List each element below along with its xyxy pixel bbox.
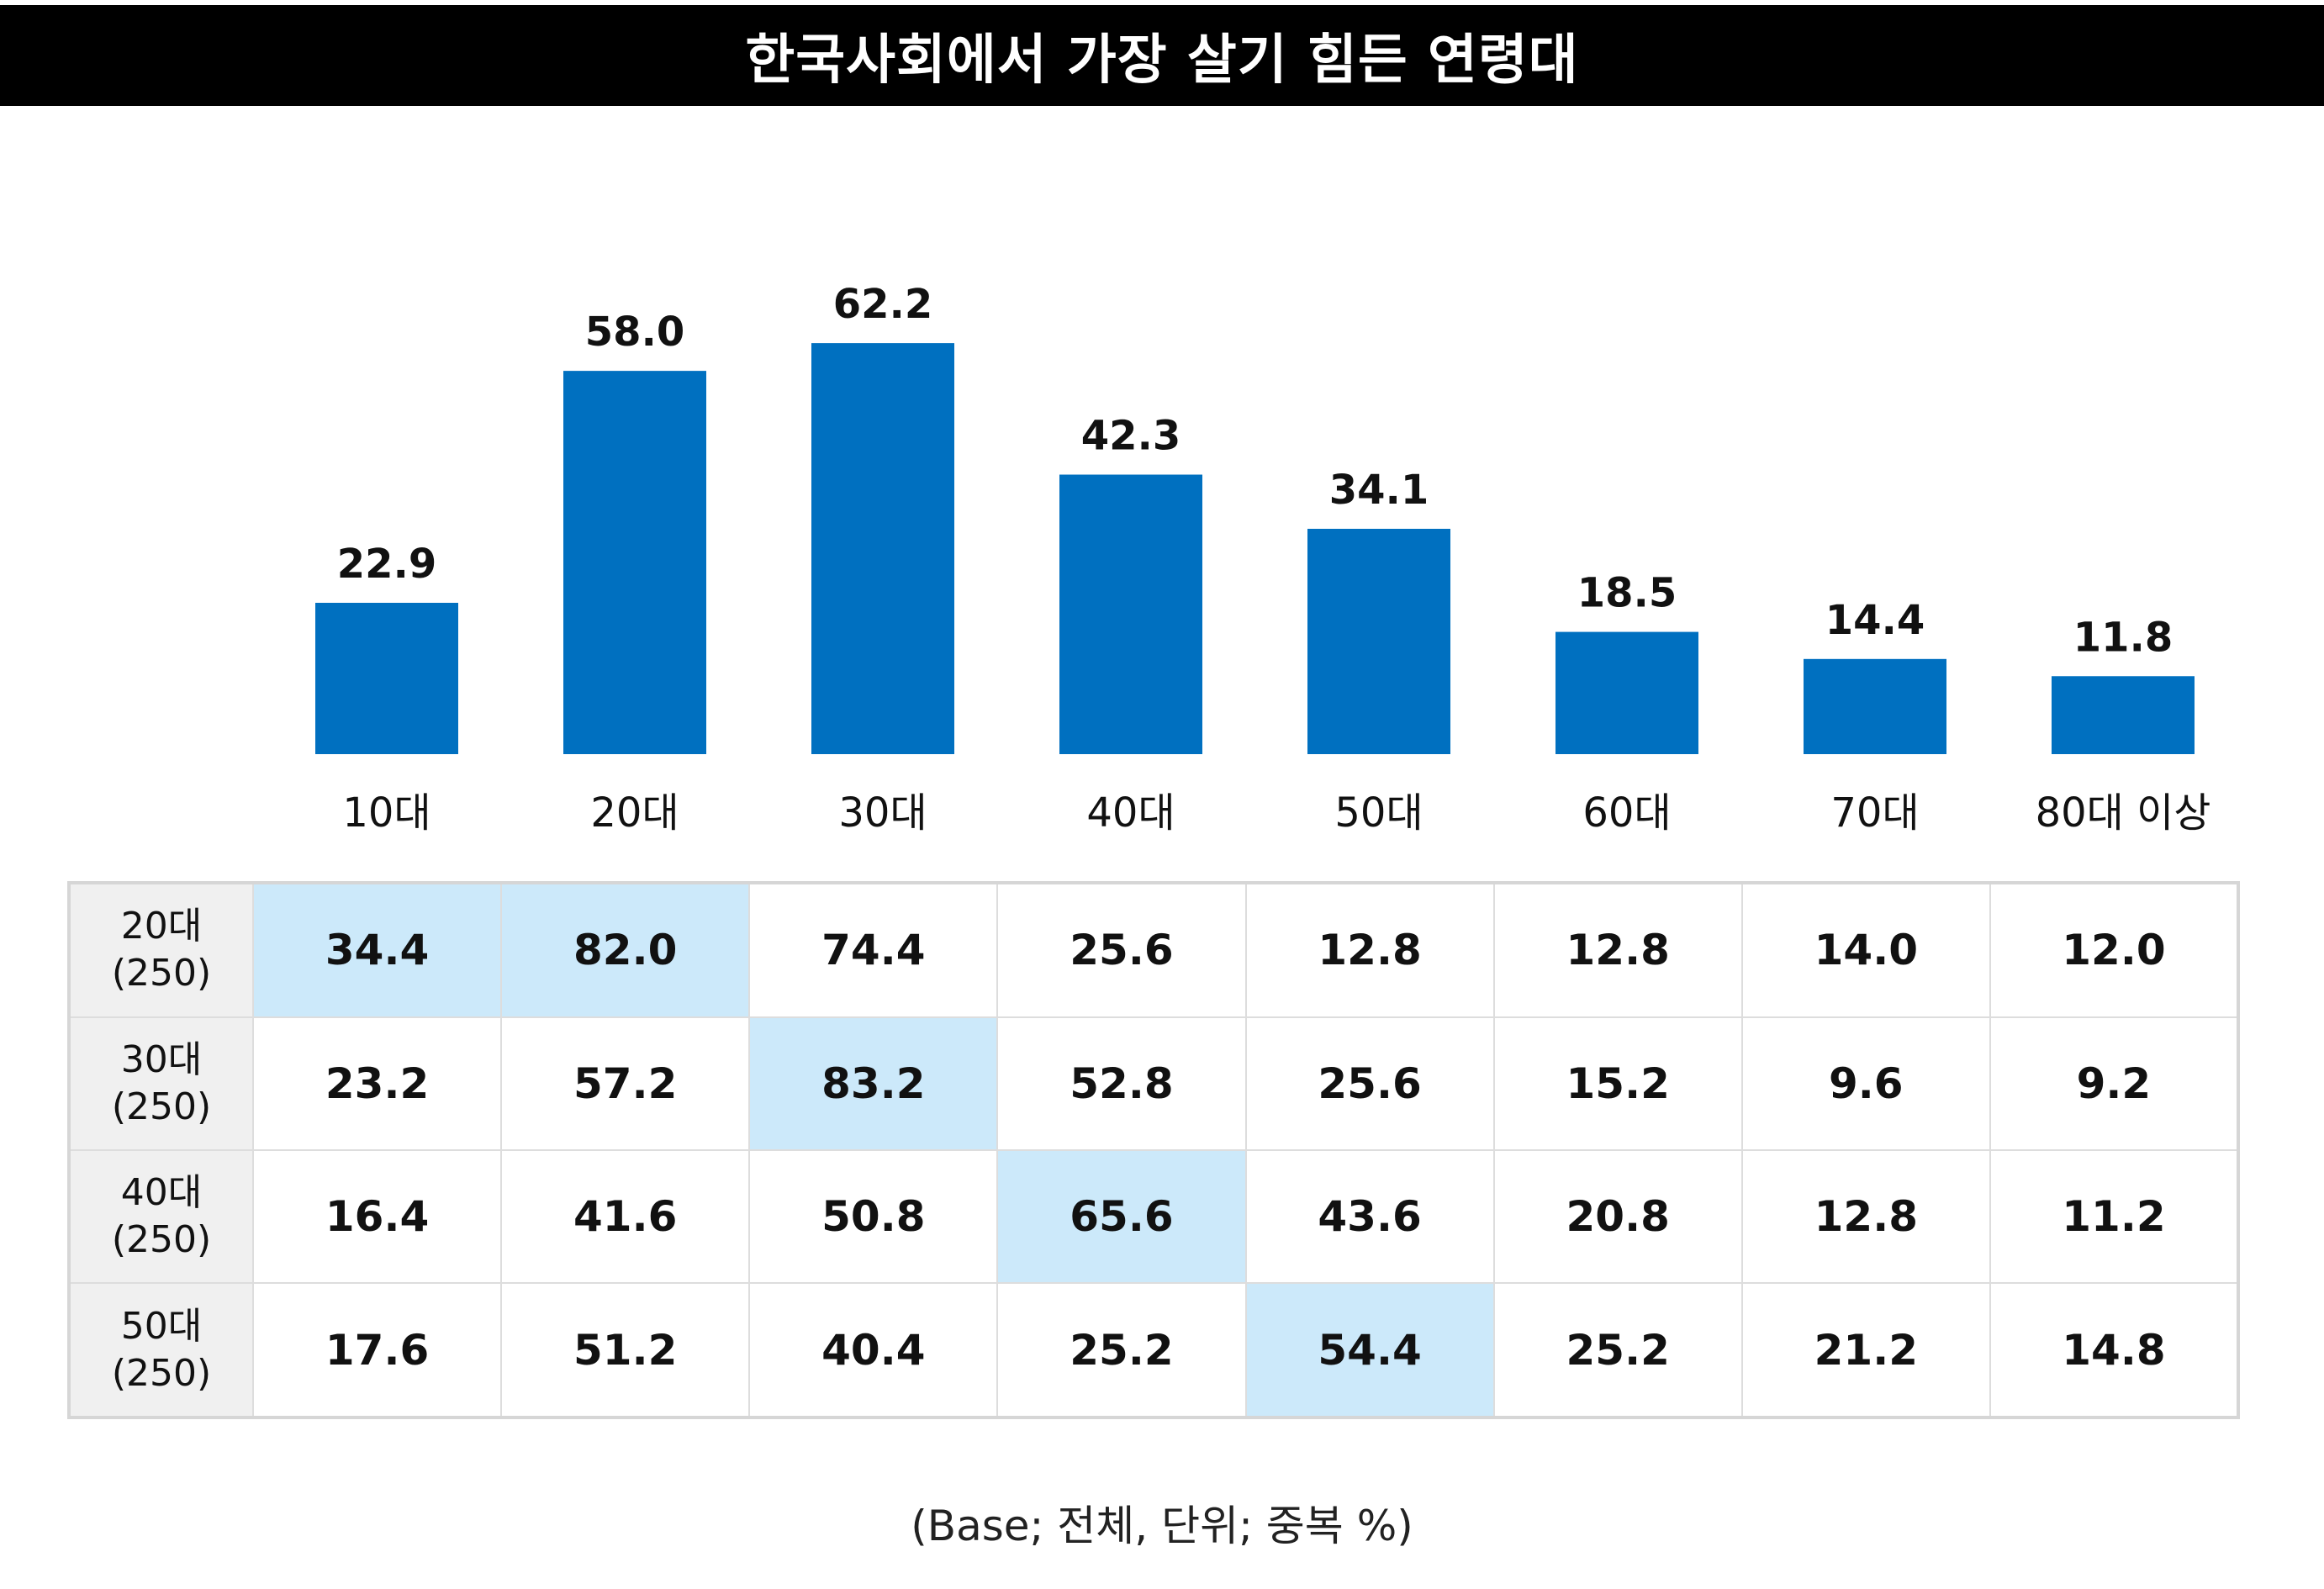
value-label: 18.5 — [1577, 570, 1677, 617]
table-row: 30대 (250) 23.2 57.2 83.2 52.8 25.6 15.2 9.6 9.2 — [68, 1016, 2240, 1151]
table-cell: 12.8 — [1244, 882, 1495, 1018]
row-base-label: (250) — [111, 1085, 212, 1128]
bar-8 — [2052, 676, 2195, 754]
row-header: 40대 (250) — [68, 1148, 254, 1285]
row-age-label: 50대 — [120, 1304, 203, 1348]
footnote: (Base; 전체, 단위; 중복 %) — [911, 1502, 1413, 1550]
table-cell: 12.0 — [1989, 882, 2240, 1018]
value-label: 11.8 — [2073, 614, 2173, 661]
row-header: 20대 (250) — [68, 882, 254, 1018]
table-cell: 17.6 — [251, 1282, 503, 1418]
table-cell: 25.2 — [996, 1282, 1247, 1418]
category-label: 80대 이상 — [2036, 789, 2211, 837]
table-cell: 52.8 — [996, 1016, 1247, 1151]
table-cell: 16.4 — [251, 1148, 503, 1285]
bar-7 — [1804, 658, 1946, 754]
table-cell: 57.2 — [500, 1016, 751, 1151]
table-cell: 23.2 — [251, 1016, 503, 1151]
table-row: 20대 (250) 34.4 82.0 74.4 25.6 12.8 12.8 14.0 12.0 — [68, 882, 2240, 1018]
table-cell: 83.2 — [748, 1016, 999, 1151]
crosstab-table: 20대 (250) 34.4 82.0 74.4 25.6 12.8 12.8 14.0 12.0… — [67, 881, 2240, 1419]
table-cell: 12.8 — [1492, 882, 1743, 1018]
title-bar: 한국사회에서 가장 살기 힘든 연령대 — [0, 5, 2324, 106]
bar-4 — [1059, 474, 1202, 754]
table-cell: 20.8 — [1492, 1148, 1743, 1285]
table-cell: 15.2 — [1492, 1016, 1743, 1151]
category-label: 20대 — [590, 789, 679, 837]
bar-5 — [1307, 528, 1450, 754]
table-cell: 40.4 — [748, 1282, 999, 1418]
table-cell: 11.2 — [1989, 1148, 2240, 1285]
table-cell: 25.2 — [1492, 1282, 1743, 1418]
value-label: 14.4 — [1825, 597, 1925, 644]
table-row: 50대 (250) 17.6 51.2 40.4 25.2 54.4 25.2 21.2 14.8 — [68, 1282, 2240, 1418]
row-header: 50대 (250) — [68, 1282, 254, 1418]
table-row: 40대 (250) 16.4 41.6 50.8 65.6 43.6 20.8 12.8 11.2 — [68, 1148, 2240, 1285]
category-label: 30대 — [838, 789, 927, 837]
table-cell: 54.4 — [1244, 1282, 1495, 1418]
row-base-label: (250) — [111, 1351, 212, 1395]
page-title: 한국사회에서 가장 살기 힘든 연령대 — [745, 29, 1579, 92]
table-cell: 25.6 — [996, 882, 1247, 1018]
table-cell: 51.2 — [500, 1282, 751, 1418]
value-label: 34.1 — [1329, 467, 1429, 514]
table-cell: 14.0 — [1740, 882, 1991, 1018]
table-cell: 21.2 — [1740, 1282, 1991, 1418]
row-header: 30대 (250) — [68, 1016, 254, 1151]
row-base-label: (250) — [111, 952, 212, 995]
bar-chart: 22.9 10대 58.0 20대 62.2 30대 42.3 40대 34.1 50대 18.5 6… — [315, 281, 2211, 837]
value-label: 62.2 — [833, 281, 932, 328]
value-label: 42.3 — [1081, 413, 1180, 460]
category-label: 70대 — [1830, 789, 1919, 837]
table-cell: 82.0 — [500, 882, 751, 1018]
bar-1 — [315, 603, 458, 754]
row-age-label: 30대 — [120, 1037, 203, 1081]
value-label: 58.0 — [585, 309, 684, 356]
category-label: 60대 — [1582, 789, 1671, 837]
table-cell: 25.6 — [1244, 1016, 1495, 1151]
row-age-label: 40대 — [120, 1171, 203, 1215]
category-label: 40대 — [1086, 789, 1175, 837]
bar-6 — [1555, 631, 1698, 754]
bar-3 — [811, 343, 954, 754]
table-cell: 9.2 — [1989, 1016, 2240, 1151]
category-label: 50대 — [1334, 789, 1423, 837]
table-cell: 43.6 — [1244, 1148, 1495, 1285]
row-age-label: 20대 — [120, 905, 203, 948]
table-cell: 74.4 — [748, 882, 999, 1018]
table-cell: 65.6 — [996, 1148, 1247, 1285]
bar-2 — [563, 371, 706, 754]
value-label: 22.9 — [337, 541, 436, 588]
table-cell: 50.8 — [748, 1148, 999, 1285]
table-cell: 12.8 — [1740, 1148, 1991, 1285]
table-cell: 9.6 — [1740, 1016, 1991, 1151]
category-label: 10대 — [342, 789, 430, 837]
row-base-label: (250) — [111, 1218, 212, 1262]
table-cell: 41.6 — [500, 1148, 751, 1285]
table-cell: 14.8 — [1989, 1282, 2240, 1418]
table-cell: 34.4 — [251, 882, 503, 1018]
